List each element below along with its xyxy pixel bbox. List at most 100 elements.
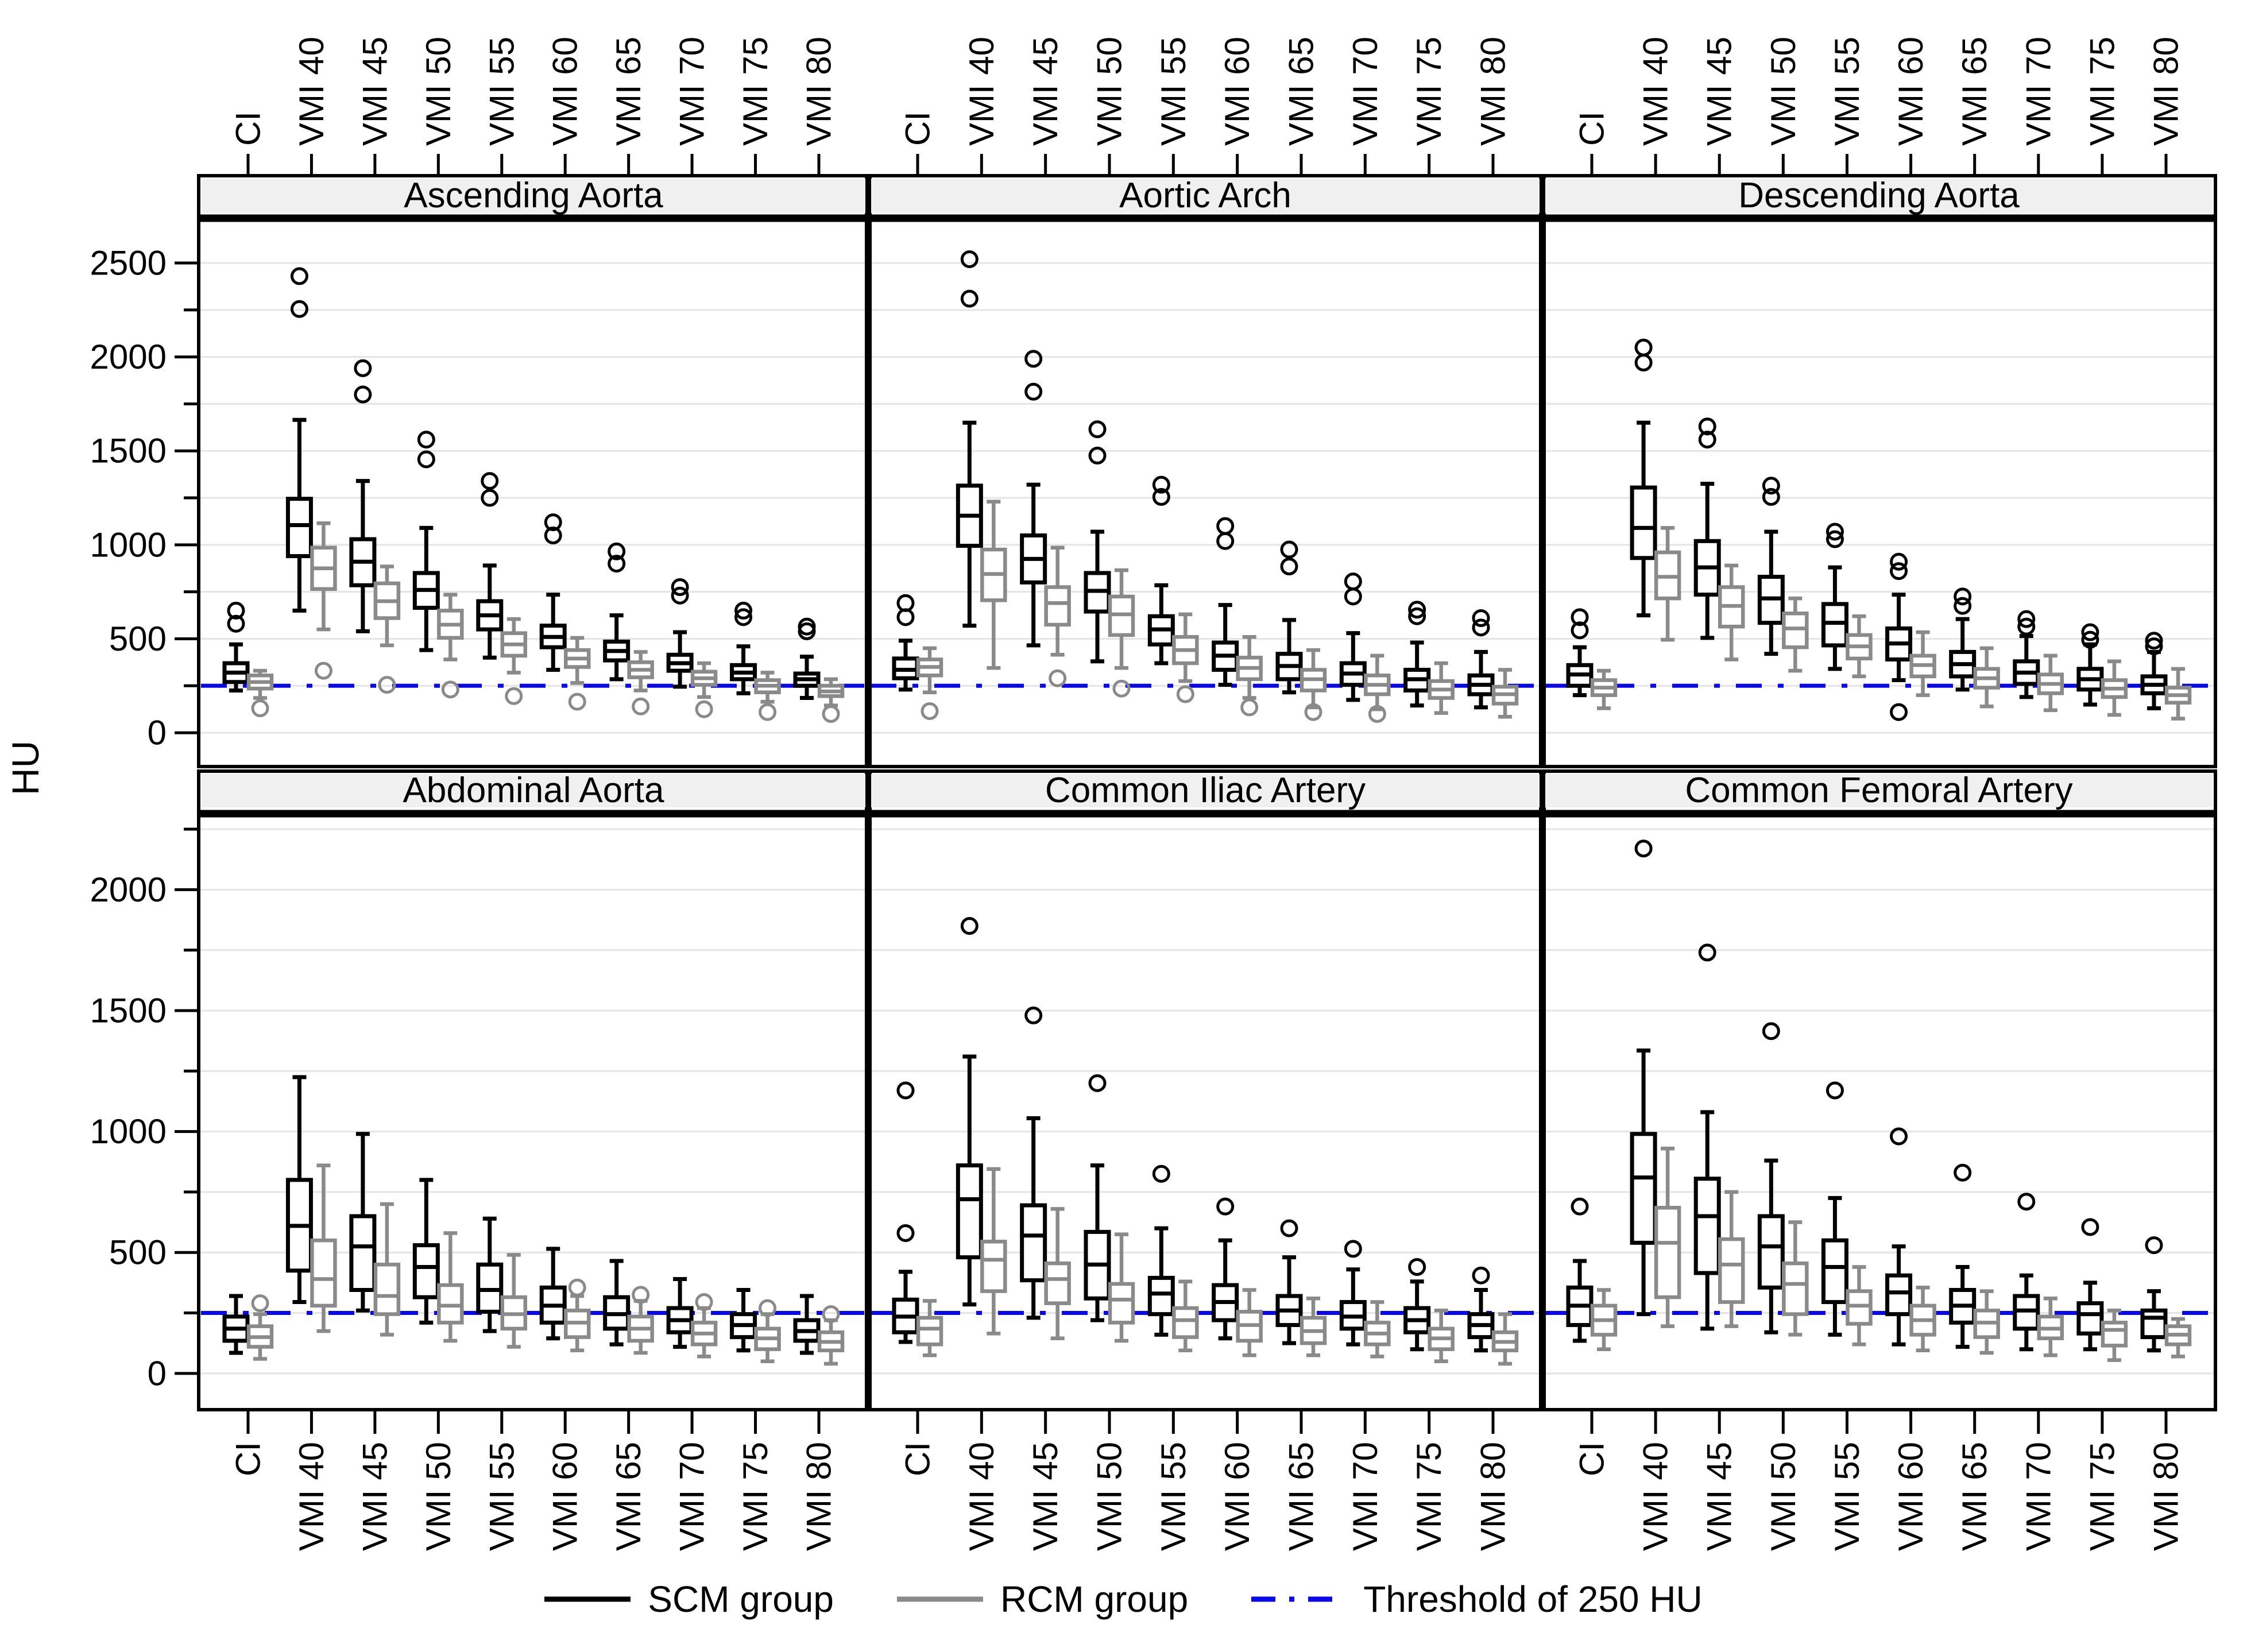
legend-label: Threshold of 250 HU <box>1363 1579 1703 1620</box>
outlier-point <box>896 1224 915 1243</box>
box-scm-vmi-70 <box>1339 572 1367 702</box>
iqr-box <box>2076 1301 2104 1336</box>
box-rcm-vmi-55 <box>1846 614 1873 679</box>
box-rcm-vmi-65 <box>1300 1296 1327 1357</box>
outlier-point <box>251 699 269 718</box>
outlier-point <box>1408 601 1426 619</box>
box-scm-vmi-75 <box>730 601 757 695</box>
x-tick-label: VMI 50 <box>419 1442 458 1551</box>
outlier-point <box>1954 597 1972 615</box>
x-tick-label: CI <box>899 1442 937 1476</box>
outlier-point <box>441 680 459 699</box>
outlier-point <box>798 617 816 636</box>
x-tick-label: VMI 40 <box>1637 1442 1675 1551</box>
outlier-point <box>1698 943 1716 962</box>
box-rcm-vmi-70 <box>2037 1296 2064 1357</box>
iqr-box <box>1630 1132 1657 1245</box>
iqr-box <box>1757 1214 1785 1290</box>
outlier-point <box>2017 617 2036 636</box>
box-rcm-vmi-60 <box>563 636 591 711</box>
y-tick-label: 2000 <box>90 338 167 376</box>
outlier-point <box>1408 607 1426 625</box>
x-tick-label: VMI 45 <box>355 1442 394 1551</box>
box-rcm-vmi-80 <box>2164 667 2192 721</box>
iqr-box <box>1782 1261 1809 1316</box>
x-tick-label: VMI 55 <box>1154 37 1193 146</box>
panel-common-iliac-artery: CI VMI 40 VMI 45 VMI 50 VMI 55 VMI 60 VMI 65 VM… <box>867 769 1544 1551</box>
outlier-point <box>354 385 372 404</box>
x-tick-label: CI <box>1573 111 1611 146</box>
outlier-point <box>2081 1218 2099 1236</box>
y-tick-label: 2500 <box>90 243 167 282</box>
outlier-point <box>1024 382 1043 401</box>
outlier-point <box>2145 637 2163 656</box>
y-tick-label: 1000 <box>90 525 167 564</box>
outlier-point <box>734 608 753 626</box>
outlier-point <box>1280 540 1298 559</box>
panel-title: Descending Aorta <box>1738 176 2020 215</box>
legend-item-threshold: Threshold of 250 HU <box>1251 1578 1703 1620</box>
x-tick-label: VMI 80 <box>1474 37 1513 146</box>
legend-item-scm: SCM group <box>544 1578 834 1620</box>
iqr-box <box>285 497 313 558</box>
x-tick-label: VMI 60 <box>1892 37 1930 146</box>
box-rcm-ci <box>1590 1288 1618 1351</box>
iqr-box <box>1782 612 1809 649</box>
box-rcm-ci <box>916 1299 943 1357</box>
outlier-point <box>671 586 689 605</box>
outlier-point <box>1112 679 1131 698</box>
box-rcm-ci <box>246 668 274 718</box>
x-tick-label: VMI 45 <box>1700 37 1739 146</box>
outlier-point <box>1890 1127 1908 1146</box>
box-rcm-vmi-75 <box>1428 1309 1455 1364</box>
box-rcm-vmi-80 <box>1491 1312 1519 1366</box>
x-tick-label: VMI 55 <box>482 37 521 146</box>
outlier-point <box>1826 530 1844 548</box>
box-scm-vmi-70 <box>1339 1240 1367 1347</box>
iqr-box <box>412 1243 440 1299</box>
x-tick-label: VMI 75 <box>1410 37 1448 146</box>
outlier-point <box>1280 1219 1298 1237</box>
x-tick-label: VMI 80 <box>1474 1442 1513 1551</box>
box-scm-vmi-80 <box>793 617 821 701</box>
x-tick-label: VMI 50 <box>1090 37 1129 146</box>
box-scm-vmi-75 <box>2076 623 2104 707</box>
box-scm-vmi-55 <box>1821 1081 1848 1337</box>
legend-label: SCM group <box>648 1579 834 1620</box>
outlier-point <box>2145 1236 2163 1255</box>
box-rcm-vmi-75 <box>754 671 781 721</box>
outlier-point <box>896 594 915 612</box>
x-tick-label: VMI 55 <box>1828 37 1866 146</box>
outlier-point <box>505 687 523 705</box>
box-rcm-vmi-40 <box>980 1167 1007 1336</box>
box-scm-vmi-60 <box>1885 552 1913 721</box>
box-scm-vmi-55 <box>1147 1164 1175 1337</box>
outlier-point <box>1088 420 1107 439</box>
box-scm-vmi-45 <box>1693 417 1721 640</box>
x-tick-label: VMI 60 <box>1218 1442 1256 1551</box>
box-scm-vmi-70 <box>2013 610 2040 699</box>
box-rcm-vmi-45 <box>373 1202 401 1337</box>
outlier-point <box>1954 1163 1972 1182</box>
outlier-point <box>1826 523 1844 541</box>
box-rcm-ci <box>1590 668 1618 710</box>
outlier-point <box>1698 431 1716 449</box>
box-scm-vmi-60 <box>1885 1127 1913 1347</box>
box-scm-vmi-50 <box>1084 420 1111 664</box>
x-tick-label: VMI 65 <box>609 1442 648 1551</box>
box-scm-vmi-40 <box>1630 338 1657 618</box>
outlier-point <box>822 705 840 723</box>
x-tick-label: VMI 80 <box>800 1442 838 1551</box>
box-rcm-vmi-45 <box>1718 1190 1745 1328</box>
outlier-point <box>632 697 650 715</box>
box-rcm-vmi-70 <box>1364 1300 1391 1359</box>
x-tick-label: VMI 80 <box>2147 1442 2186 1551</box>
outlier-point <box>759 703 777 721</box>
x-tick-label: CI <box>899 111 937 146</box>
box-scm-vmi-40 <box>285 1075 313 1305</box>
box-scm-vmi-40 <box>956 250 983 628</box>
x-tick-label: VMI 40 <box>292 1442 331 1551</box>
outlier-point <box>1762 488 1780 506</box>
box-rcm-vmi-40 <box>310 521 337 680</box>
box-scm-vmi-65 <box>603 542 631 682</box>
